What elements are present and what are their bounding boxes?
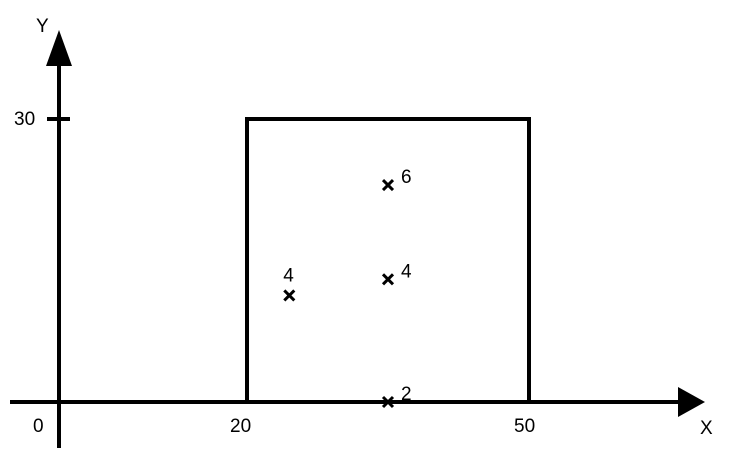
points-layer: 6 4 4 2 bbox=[283, 167, 412, 409]
y-tick-label-30: 30 bbox=[14, 109, 35, 130]
point-label: 6 bbox=[401, 167, 412, 188]
point-3: 2 bbox=[381, 384, 412, 409]
cross-marker-icon bbox=[381, 178, 395, 192]
point-0: 6 bbox=[381, 167, 412, 192]
region-rectangle bbox=[245, 117, 531, 402]
cross-marker-icon bbox=[381, 395, 395, 409]
x-axis-label: X bbox=[700, 418, 713, 439]
origin-label: 0 bbox=[33, 416, 44, 437]
cross-marker-icon bbox=[381, 273, 395, 286]
point-2: 4 bbox=[283, 265, 296, 302]
y-axis-label: Y bbox=[36, 16, 49, 37]
point-label: 4 bbox=[401, 261, 412, 282]
point-1: 4 bbox=[381, 261, 412, 286]
x-tick-label-20: 20 bbox=[230, 416, 251, 437]
x-axis-arrow-icon bbox=[678, 387, 705, 417]
cross-marker-icon bbox=[283, 289, 296, 302]
x-tick-label-50: 50 bbox=[514, 416, 535, 437]
y-axis-arrow-icon bbox=[46, 30, 72, 66]
point-label: 2 bbox=[401, 384, 412, 405]
point-label: 4 bbox=[283, 265, 294, 286]
